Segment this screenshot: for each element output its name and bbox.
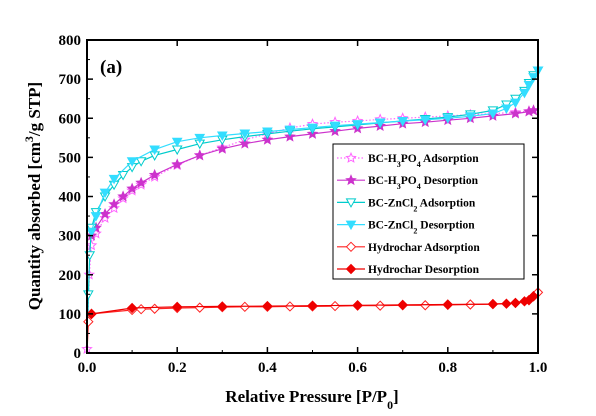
data-point xyxy=(523,105,535,117)
legend-label: BC-H3PO4 Desorption xyxy=(368,175,479,191)
data-point xyxy=(519,88,530,99)
legend-marker xyxy=(345,263,357,275)
data-point xyxy=(126,302,138,314)
x-axis-title: Relative Pressure [P/P0] xyxy=(225,387,398,412)
data-point xyxy=(397,299,408,311)
legend-marker xyxy=(345,198,357,208)
x-tick-label: 1.0 xyxy=(529,360,548,376)
data-point xyxy=(523,80,535,91)
x-tick-label: 0.0 xyxy=(78,360,97,376)
y-axis-title: Quantity absorbed [cm3/g STP] xyxy=(22,82,44,310)
data-point xyxy=(135,176,147,188)
legend-label: BC-ZnCl2 Desorption xyxy=(368,220,475,236)
data-point xyxy=(262,300,273,312)
data-point xyxy=(108,198,120,210)
data-point xyxy=(510,98,521,109)
data-point xyxy=(194,302,205,313)
data-point xyxy=(117,190,129,202)
data-point xyxy=(217,301,228,312)
data-point xyxy=(108,174,120,185)
data-point xyxy=(442,299,454,310)
data-point xyxy=(307,123,318,134)
data-point xyxy=(126,182,138,194)
x-tick-label: 0.2 xyxy=(168,360,187,376)
data-point xyxy=(216,142,229,154)
y-tick-label: 0 xyxy=(74,346,82,362)
data-point xyxy=(99,211,111,223)
legend-label: BC-ZnCl2 Adsorption xyxy=(368,197,476,213)
data-point xyxy=(99,208,111,220)
legend-label: Hydrochar Desorption xyxy=(368,264,480,276)
data-point xyxy=(135,303,147,315)
x-tick-label: 0.8 xyxy=(438,360,457,376)
y-tick-label: 100 xyxy=(59,307,82,323)
series-4 xyxy=(83,287,544,354)
data-point xyxy=(149,145,161,156)
data-point xyxy=(307,300,318,311)
data-point xyxy=(397,116,409,127)
data-point xyxy=(171,137,183,148)
data-point xyxy=(86,227,97,238)
data-point xyxy=(193,149,206,161)
data-point xyxy=(171,158,184,170)
data-point xyxy=(528,73,539,83)
legend-marker xyxy=(345,220,357,231)
y-tick-label: 500 xyxy=(59,150,82,166)
data-point xyxy=(90,212,102,222)
legend-label: BC-H3PO4 Adsorption xyxy=(368,153,479,169)
data-point xyxy=(509,107,522,119)
data-point xyxy=(135,157,147,167)
y-tick-label: 200 xyxy=(59,268,82,284)
data-point xyxy=(419,115,431,126)
data-point xyxy=(194,133,206,144)
data-point xyxy=(171,301,183,313)
panel-label: (a) xyxy=(100,57,122,78)
series-1 xyxy=(85,104,540,241)
data-point xyxy=(510,297,521,309)
series-3 xyxy=(86,66,544,238)
legend: BC-H3PO4 Adsorption BC-H3PO4 Desorption BC… xyxy=(332,143,525,280)
y-tick-label: 700 xyxy=(59,72,82,88)
legend-marker xyxy=(345,174,357,186)
y-tick-label: 300 xyxy=(59,229,82,245)
x-tick-label: 0.6 xyxy=(348,360,367,376)
data-point xyxy=(352,300,363,311)
data-point xyxy=(284,125,296,136)
data-point xyxy=(501,298,512,309)
data-point xyxy=(239,129,251,140)
data-point xyxy=(519,296,530,307)
x-tick-label: 0.4 xyxy=(258,360,277,376)
data-point xyxy=(239,137,251,149)
data-point xyxy=(442,114,454,124)
data-point xyxy=(99,188,111,199)
y-tick-label: 600 xyxy=(59,111,82,127)
axes-layer: 0.0 0.2 0.4 0.6 0.8 1.0 0 100 200 300 400 500 600 700… xyxy=(59,33,548,376)
data-point xyxy=(464,112,476,122)
data-point xyxy=(352,120,363,130)
data-point xyxy=(487,298,499,310)
y-tick-label: 800 xyxy=(59,33,82,49)
data-point xyxy=(148,168,161,180)
legend-marker xyxy=(345,151,357,163)
plot-layer xyxy=(81,66,544,355)
data-point xyxy=(329,121,341,132)
data-point xyxy=(149,303,160,314)
data-point xyxy=(487,109,499,120)
data-point xyxy=(108,202,120,214)
data-point xyxy=(501,104,512,114)
legend-label: Hydrochar Adsorption xyxy=(368,242,480,254)
data-point xyxy=(262,127,273,138)
data-point xyxy=(126,157,138,167)
data-point xyxy=(117,170,129,181)
y-tick-label: 400 xyxy=(59,190,82,206)
data-point xyxy=(216,131,228,141)
legend-box xyxy=(332,143,525,280)
data-point xyxy=(374,118,386,129)
legend-marker xyxy=(345,241,357,253)
data-point xyxy=(85,239,98,251)
